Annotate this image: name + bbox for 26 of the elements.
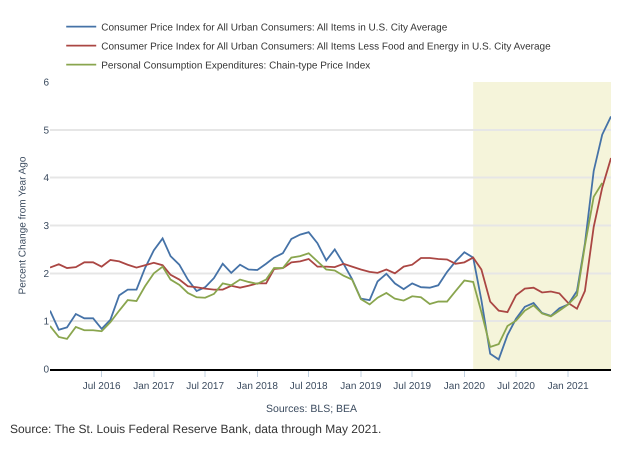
y-tick-label: 4: [43, 173, 50, 184]
x-tick-label: Jul 2019: [393, 381, 432, 392]
legend-label: Consumer Price Index for All Urban Consumers: All Items Less Food and Energy in U.S. City Average: [101, 42, 552, 53]
line-series: [50, 182, 604, 348]
x-tick-label: Jan 2020: [444, 381, 486, 392]
y-axis-title: Percent Change from Year Ago: [17, 156, 28, 294]
y-tick-label: 6: [43, 78, 50, 88]
source-note: Source: The St. Louis Federal Reserve Bank, data through May 2021.: [10, 422, 382, 436]
y-tick-label: 3: [43, 221, 50, 232]
line-series: [50, 116, 611, 360]
legend-label: Personal Consumption Expenditures: Chain-type Price Index: [101, 60, 370, 72]
y-tick-label: 1: [43, 316, 50, 328]
line-series: [50, 157, 611, 313]
x-tick-label: Jan 2018: [236, 381, 278, 392]
y-tick-label: 5: [43, 125, 50, 136]
x-tick-label: Jul 2016: [82, 381, 121, 392]
x-tick-label: Jan 2019: [340, 381, 382, 392]
x-tick-label: Jan 2017: [133, 381, 175, 392]
legend-label: Consumer Price Index for All Urban Consumers: All Items in U.S. City Average: [101, 22, 448, 34]
source-note: Sources: BLS; BEA: [266, 403, 358, 415]
y-tick-label: 2: [43, 268, 50, 280]
y-tick-label: 0: [43, 364, 50, 376]
x-tick-label: Jul 2018: [290, 381, 328, 392]
x-tick-label: Jul 2017: [186, 381, 224, 392]
x-tick-label: Jan 2021: [548, 381, 590, 392]
x-tick-label: Jul 2020: [497, 381, 536, 392]
